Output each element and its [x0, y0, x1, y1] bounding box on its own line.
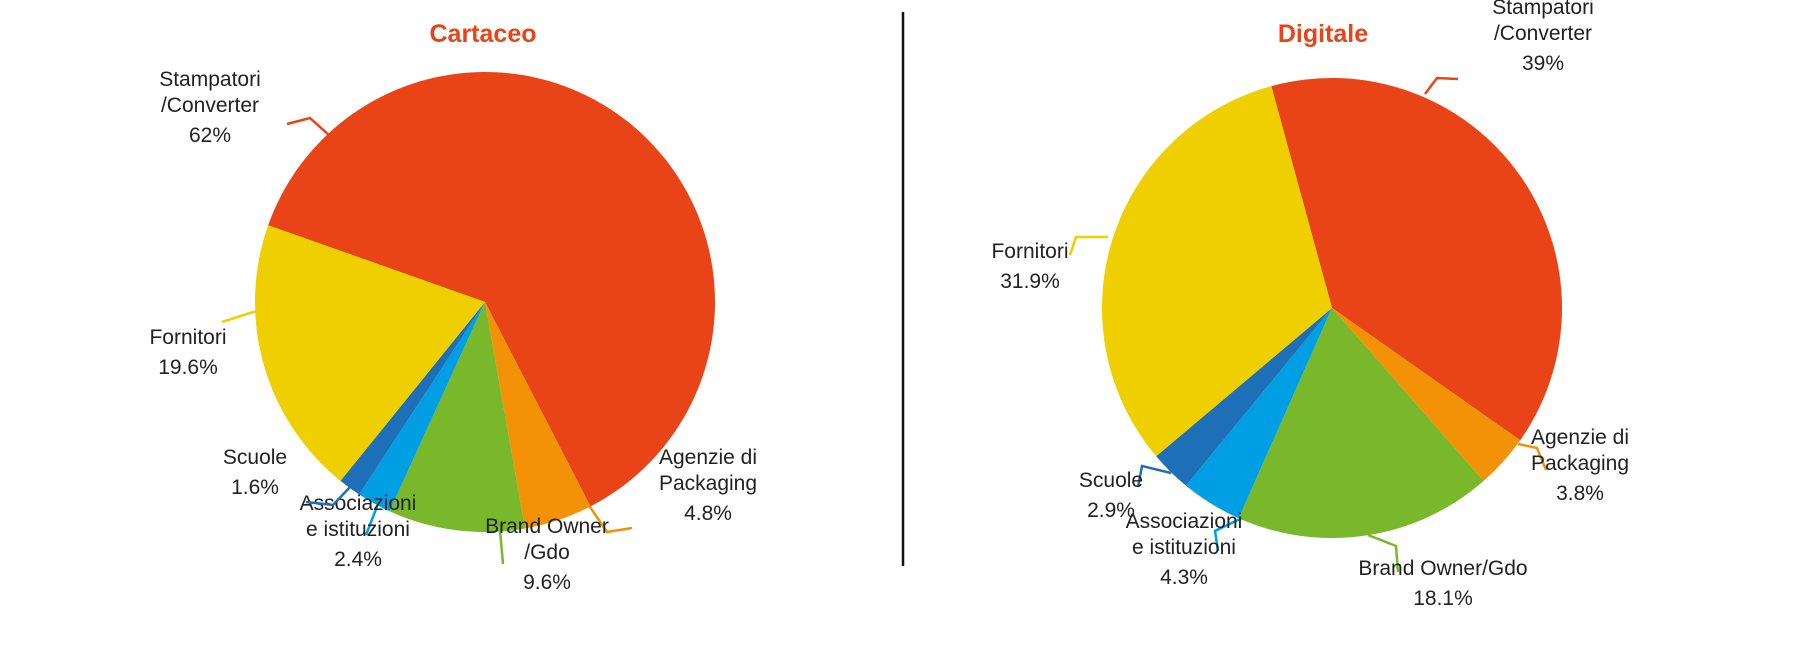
pie-slice-stampatori-converter: [268, 72, 715, 507]
slice-label-fornitori: Fornitori: [991, 240, 1068, 263]
slice-label-agenzie-di-packaging: Packaging: [659, 472, 757, 495]
slice-value-associazioni-e-istituzioni: 2.4%: [334, 548, 382, 571]
pie-digitale: Stampatori/Converter 39% Agenzie di Packagi…: [991, 0, 1629, 610]
slice-label-associazioni-e-istituzioni: Associazioni: [1126, 510, 1243, 533]
slice-label-stampatori-converter: /Converter: [161, 94, 259, 117]
leader-line-stampatori-converter: [1424, 76, 1459, 95]
slice-label-brand-owner-gdo: Brand Owner/Gdo: [1358, 557, 1527, 580]
pie-slice-fornitori: [254, 225, 485, 481]
leader-line-agenzie-di-packaging: [586, 503, 633, 534]
leader-line-fornitori: [221, 308, 263, 324]
chart-title-digitale: Digitale: [1278, 20, 1368, 48]
slice-label-stampatori-converter: Stampatori: [1492, 0, 1594, 19]
slice-label-stampatori-converter: /Converter: [1494, 22, 1592, 45]
pie-slice-agenzie-di-packaging: [485, 302, 591, 529]
leader-line-associazioni-e-istituzioni: [364, 503, 380, 536]
slice-label-stampatori-converter: Stampatori: [159, 68, 261, 91]
slice-label-fornitori: Fornitori: [149, 326, 226, 349]
slice-label-scuole: Scuole: [223, 446, 287, 469]
pie-slice-associazioni-e-istituzioni: [359, 302, 485, 512]
slice-label-scuole: Scuole: [1079, 469, 1143, 492]
slice-label-agenzie-di-packaging: Packaging: [1531, 452, 1629, 475]
slice-label-brand-owner-gdo: /Gdo: [524, 541, 570, 564]
slice-value-fornitori: 31.9%: [1000, 270, 1060, 293]
slice-value-agenzie-di-packaging: 4.8%: [684, 502, 732, 525]
leader-line-brand-owner-gdo: [498, 529, 505, 565]
slice-label-agenzie-di-packaging: Agenzie di: [1531, 426, 1629, 449]
slice-value-brand-owner-gdo: 9.6%: [523, 571, 571, 594]
slice-value-scuole: 2.9%: [1087, 499, 1135, 522]
leader-line-scuole: [305, 485, 352, 507]
pie-slice-fornitori: [1101, 86, 1332, 457]
slice-value-scuole: 1.6%: [231, 476, 279, 499]
pie-slice-scuole: [340, 302, 485, 495]
pie-slice-scuole: [1156, 308, 1332, 486]
slice-value-stampatori-converter: 62%: [189, 124, 231, 147]
slice-value-associazioni-e-istituzioni: 4.3%: [1160, 566, 1208, 589]
slice-label-associazioni-e-istituzioni: Associazioni: [300, 492, 417, 515]
slice-label-brand-owner-gdo: Brand Owner: [485, 515, 609, 538]
slice-value-fornitori: 19.6%: [158, 356, 218, 379]
leader-line-scuole: [1136, 464, 1172, 488]
pie-slice-stampatori-converter: [1271, 77, 1562, 441]
slice-value-agenzie-di-packaging: 3.8%: [1556, 482, 1604, 505]
slice-value-brand-owner-gdo: 18.1%: [1413, 587, 1473, 610]
pie-slice-brand-owner-gdo: [389, 302, 526, 532]
pie-slice-brand-owner-gdo: [1238, 308, 1484, 538]
leader-line-associazioni-e-istituzioni: [1213, 516, 1243, 552]
pie-cartaceo: Stampatori/Converter 62% Agenzie di Packagi…: [149, 68, 757, 594]
slice-label-associazioni-e-istituzioni: e istituzioni: [306, 518, 410, 541]
leader-line-fornitori: [1068, 235, 1108, 256]
pie-slice-associazioni-e-istituzioni: [1185, 308, 1332, 519]
chart-title-cartaceo: Cartaceo: [430, 20, 537, 48]
slice-label-agenzie-di-packaging: Agenzie di: [659, 446, 757, 469]
slice-value-stampatori-converter: 39%: [1522, 52, 1564, 75]
leader-line-stampatori-converter: [286, 116, 331, 137]
leader-line-agenzie-di-packaging: [1517, 442, 1548, 471]
leader-line-brand-owner-gdo: [1367, 533, 1400, 573]
pie-slice-agenzie-di-packaging: [1332, 308, 1521, 481]
slice-label-associazioni-e-istituzioni: e istituzioni: [1132, 536, 1236, 559]
